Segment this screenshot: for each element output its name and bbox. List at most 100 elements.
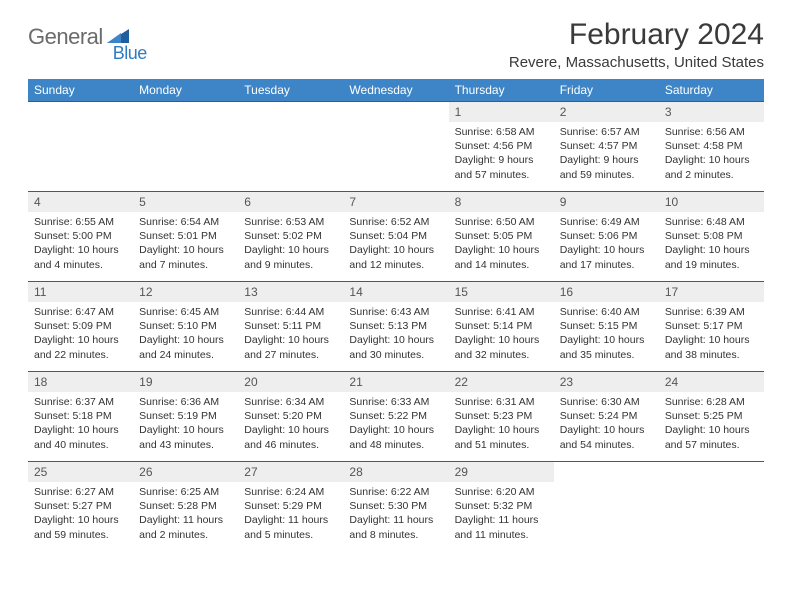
sunrise-line: Sunrise: 6:53 AM — [244, 215, 337, 229]
daylight-line: Daylight: 9 hours and 57 minutes. — [455, 153, 548, 181]
sunrise-line: Sunrise: 6:33 AM — [349, 395, 442, 409]
daylight-line: Daylight: 10 hours and 2 minutes. — [665, 153, 758, 181]
day-number: 10 — [659, 192, 764, 212]
day-number: 4 — [28, 192, 133, 212]
daylight-line: Daylight: 10 hours and 35 minutes. — [560, 333, 653, 361]
sunrise-line: Sunrise: 6:47 AM — [34, 305, 127, 319]
sunrise-line: Sunrise: 6:41 AM — [455, 305, 548, 319]
daylight-line: Daylight: 10 hours and 46 minutes. — [244, 423, 337, 451]
day-number: 20 — [238, 372, 343, 392]
sunset-line: Sunset: 4:58 PM — [665, 139, 758, 153]
day-body: Sunrise: 6:47 AMSunset: 5:09 PMDaylight:… — [28, 302, 133, 368]
daylight-line: Daylight: 11 hours and 2 minutes. — [139, 513, 232, 541]
day-number: 18 — [28, 372, 133, 392]
sunrise-line: Sunrise: 6:57 AM — [560, 125, 653, 139]
sunrise-line: Sunrise: 6:50 AM — [455, 215, 548, 229]
day-body: Sunrise: 6:30 AMSunset: 5:24 PMDaylight:… — [554, 392, 659, 458]
sunrise-line: Sunrise: 6:22 AM — [349, 485, 442, 499]
sunset-line: Sunset: 4:57 PM — [560, 139, 653, 153]
sunset-line: Sunset: 5:27 PM — [34, 499, 127, 513]
day-cell: 7Sunrise: 6:52 AMSunset: 5:04 PMDaylight… — [343, 192, 448, 282]
day-cell: 10Sunrise: 6:48 AMSunset: 5:08 PMDayligh… — [659, 192, 764, 282]
sunset-line: Sunset: 5:30 PM — [349, 499, 442, 513]
sunset-line: Sunset: 5:06 PM — [560, 229, 653, 243]
day-number: 27 — [238, 462, 343, 482]
day-number: 3 — [659, 102, 764, 122]
month-title: February 2024 — [509, 18, 764, 52]
sunrise-line: Sunrise: 6:20 AM — [455, 485, 548, 499]
day-body: Sunrise: 6:58 AMSunset: 4:56 PMDaylight:… — [449, 122, 554, 188]
day-number: 5 — [133, 192, 238, 212]
day-cell: 4Sunrise: 6:55 AMSunset: 5:00 PMDaylight… — [28, 192, 133, 282]
daylight-line: Daylight: 10 hours and 59 minutes. — [34, 513, 127, 541]
day-body: Sunrise: 6:31 AMSunset: 5:23 PMDaylight:… — [449, 392, 554, 458]
day-body: Sunrise: 6:56 AMSunset: 4:58 PMDaylight:… — [659, 122, 764, 188]
day-number: 8 — [449, 192, 554, 212]
day-cell: 21Sunrise: 6:33 AMSunset: 5:22 PMDayligh… — [343, 372, 448, 462]
week-row: 4Sunrise: 6:55 AMSunset: 5:00 PMDaylight… — [28, 192, 764, 282]
sunset-line: Sunset: 5:18 PM — [34, 409, 127, 423]
day-body: Sunrise: 6:25 AMSunset: 5:28 PMDaylight:… — [133, 482, 238, 548]
daylight-line: Daylight: 10 hours and 9 minutes. — [244, 243, 337, 271]
day-cell: 6Sunrise: 6:53 AMSunset: 5:02 PMDaylight… — [238, 192, 343, 282]
day-number: 22 — [449, 372, 554, 392]
day-body: Sunrise: 6:34 AMSunset: 5:20 PMDaylight:… — [238, 392, 343, 458]
day-body: Sunrise: 6:45 AMSunset: 5:10 PMDaylight:… — [133, 302, 238, 368]
sunrise-line: Sunrise: 6:28 AM — [665, 395, 758, 409]
day-number: 21 — [343, 372, 448, 392]
day-cell: 9Sunrise: 6:49 AMSunset: 5:06 PMDaylight… — [554, 192, 659, 282]
day-number: 17 — [659, 282, 764, 302]
sunset-line: Sunset: 5:24 PM — [560, 409, 653, 423]
sunrise-line: Sunrise: 6:25 AM — [139, 485, 232, 499]
sunset-line: Sunset: 5:17 PM — [665, 319, 758, 333]
sunset-line: Sunset: 5:00 PM — [34, 229, 127, 243]
day-body: Sunrise: 6:44 AMSunset: 5:11 PMDaylight:… — [238, 302, 343, 368]
sunset-line: Sunset: 5:25 PM — [665, 409, 758, 423]
logo-word2: Blue — [113, 43, 147, 64]
daylight-line: Daylight: 10 hours and 22 minutes. — [34, 333, 127, 361]
day-body: Sunrise: 6:28 AMSunset: 5:25 PMDaylight:… — [659, 392, 764, 458]
day-cell: 8Sunrise: 6:50 AMSunset: 5:05 PMDaylight… — [449, 192, 554, 282]
day-cell: 26Sunrise: 6:25 AMSunset: 5:28 PMDayligh… — [133, 462, 238, 552]
day-body: Sunrise: 6:43 AMSunset: 5:13 PMDaylight:… — [343, 302, 448, 368]
day-cell: 18Sunrise: 6:37 AMSunset: 5:18 PMDayligh… — [28, 372, 133, 462]
day-cell: 25Sunrise: 6:27 AMSunset: 5:27 PMDayligh… — [28, 462, 133, 552]
sunrise-line: Sunrise: 6:31 AM — [455, 395, 548, 409]
day-number: 29 — [449, 462, 554, 482]
daylight-line: Daylight: 10 hours and 57 minutes. — [665, 423, 758, 451]
header: General Blue February 2024 Revere, Massa… — [28, 18, 764, 71]
sunrise-line: Sunrise: 6:43 AM — [349, 305, 442, 319]
sunset-line: Sunset: 5:19 PM — [139, 409, 232, 423]
day-number: 19 — [133, 372, 238, 392]
sunrise-line: Sunrise: 6:49 AM — [560, 215, 653, 229]
sunset-line: Sunset: 5:32 PM — [455, 499, 548, 513]
weekday-header: Sunday — [28, 79, 133, 102]
day-cell: 12Sunrise: 6:45 AMSunset: 5:10 PMDayligh… — [133, 282, 238, 372]
day-body: Sunrise: 6:49 AMSunset: 5:06 PMDaylight:… — [554, 212, 659, 278]
day-cell: .. — [554, 462, 659, 552]
sunset-line: Sunset: 5:14 PM — [455, 319, 548, 333]
day-number: 12 — [133, 282, 238, 302]
daylight-line: Daylight: 10 hours and 12 minutes. — [349, 243, 442, 271]
day-body: Sunrise: 6:24 AMSunset: 5:29 PMDaylight:… — [238, 482, 343, 548]
day-cell: .. — [28, 102, 133, 192]
week-row: 11Sunrise: 6:47 AMSunset: 5:09 PMDayligh… — [28, 282, 764, 372]
day-cell: 24Sunrise: 6:28 AMSunset: 5:25 PMDayligh… — [659, 372, 764, 462]
weekday-header-row: Sunday Monday Tuesday Wednesday Thursday… — [28, 79, 764, 102]
sunset-line: Sunset: 5:20 PM — [244, 409, 337, 423]
weekday-header: Tuesday — [238, 79, 343, 102]
sunset-line: Sunset: 5:22 PM — [349, 409, 442, 423]
sunrise-line: Sunrise: 6:52 AM — [349, 215, 442, 229]
daylight-line: Daylight: 10 hours and 38 minutes. — [665, 333, 758, 361]
day-cell: 17Sunrise: 6:39 AMSunset: 5:17 PMDayligh… — [659, 282, 764, 372]
day-cell: 14Sunrise: 6:43 AMSunset: 5:13 PMDayligh… — [343, 282, 448, 372]
day-body: Sunrise: 6:53 AMSunset: 5:02 PMDaylight:… — [238, 212, 343, 278]
daylight-line: Daylight: 10 hours and 19 minutes. — [665, 243, 758, 271]
daylight-line: Daylight: 10 hours and 43 minutes. — [139, 423, 232, 451]
week-row: ........1Sunrise: 6:58 AMSunset: 4:56 PM… — [28, 102, 764, 192]
day-body: Sunrise: 6:40 AMSunset: 5:15 PMDaylight:… — [554, 302, 659, 368]
day-number: 7 — [343, 192, 448, 212]
daylight-line: Daylight: 10 hours and 54 minutes. — [560, 423, 653, 451]
day-cell: 27Sunrise: 6:24 AMSunset: 5:29 PMDayligh… — [238, 462, 343, 552]
sunset-line: Sunset: 5:10 PM — [139, 319, 232, 333]
